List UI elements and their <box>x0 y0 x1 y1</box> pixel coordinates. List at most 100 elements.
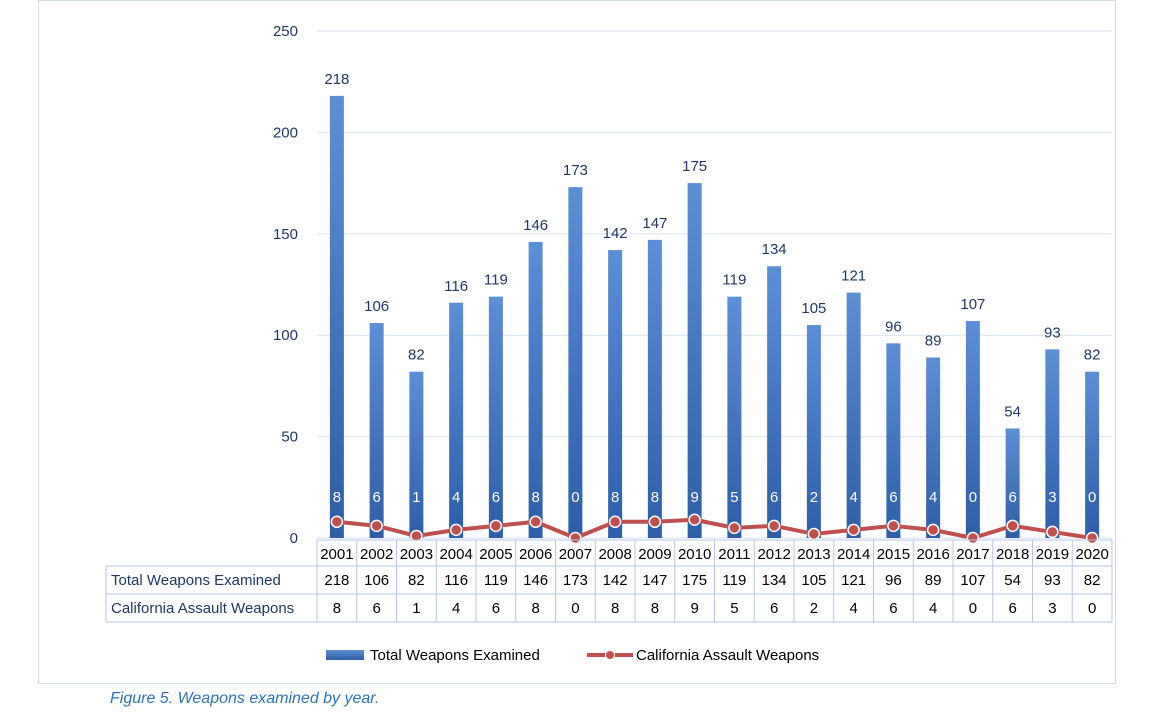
bar-2019 <box>1045 349 1060 538</box>
line-point-2012 <box>767 519 781 533</box>
bar-2001 <box>329 95 344 539</box>
x-tick-label: 2002 <box>360 546 393 563</box>
table-cell: 0 <box>969 600 977 617</box>
x-tick-label: 2009 <box>638 546 671 563</box>
figure-caption: Figure 5. Weapons examined by year. <box>110 690 380 707</box>
bar-value-label: 96 <box>885 318 902 335</box>
table-cell: 6 <box>372 600 380 617</box>
bar-value-label: 121 <box>841 268 866 285</box>
chart-frame <box>38 0 1116 684</box>
x-tick-label: 2014 <box>837 546 870 563</box>
line-value-label: 2 <box>810 489 818 506</box>
line-value-label: 6 <box>1008 489 1016 506</box>
line-value-label: 8 <box>611 489 619 506</box>
table-cell: 2 <box>810 600 818 617</box>
table-cell: 8 <box>333 600 341 617</box>
x-tick-label: 2003 <box>400 546 433 563</box>
table-cell: 119 <box>484 572 508 589</box>
table-cell: 4 <box>929 600 937 617</box>
table-cell: 105 <box>801 572 826 589</box>
line-point-2017 <box>966 531 980 545</box>
line-point-2004 <box>449 523 463 537</box>
line-value-label: 1 <box>412 489 420 506</box>
bar-2016 <box>926 357 941 538</box>
bar-2013 <box>806 325 821 538</box>
bar-value-label: 89 <box>925 333 942 350</box>
bar-2005 <box>488 296 503 538</box>
line-point-2018 <box>1006 519 1019 533</box>
y-tick-label: 200 <box>273 124 298 141</box>
table-cell: 93 <box>1044 572 1061 589</box>
line-value-label: 6 <box>492 489 500 506</box>
x-tick-label: 2012 <box>757 546 790 563</box>
x-tick-label: 2019 <box>1036 546 1069 563</box>
legend-label: California Assault Weapons <box>636 647 819 664</box>
legend-label: Total Weapons Examined <box>370 647 540 664</box>
x-tick-label: 2017 <box>956 546 989 563</box>
line-value-label: 4 <box>929 489 937 506</box>
bar-2002 <box>369 323 384 538</box>
bar-value-label: 218 <box>324 71 349 88</box>
line-value-label: 6 <box>889 489 897 506</box>
table-cell: 89 <box>925 572 942 589</box>
y-tick-label: 150 <box>273 226 298 243</box>
line-value-label: 0 <box>571 489 579 506</box>
line-value-label: 3 <box>1048 489 1056 506</box>
table-cell: 1 <box>412 600 420 617</box>
x-tick-label: 2004 <box>439 546 472 563</box>
bar-value-label: 146 <box>523 217 548 234</box>
line-value-label: 9 <box>690 489 698 506</box>
bar-2010 <box>687 183 702 538</box>
table-cell: 8 <box>611 600 619 617</box>
line-value-label: 4 <box>849 489 857 506</box>
line-point-2015 <box>887 519 900 533</box>
y-tick-label: 100 <box>273 327 298 344</box>
line-value-label: 8 <box>333 489 341 506</box>
line-point-2016 <box>926 523 940 537</box>
line-point-2009 <box>648 515 662 529</box>
table-cell: 147 <box>642 572 667 589</box>
table-cell: 0 <box>1088 600 1096 617</box>
line-point-2007 <box>569 531 582 545</box>
line-value-label: 8 <box>651 489 659 506</box>
line-value-label: 5 <box>730 489 738 506</box>
table-cell: 6 <box>889 600 897 617</box>
line-point-2001 <box>330 515 344 529</box>
table-cell: 0 <box>571 600 579 617</box>
table-cell: 134 <box>762 572 787 589</box>
line-value-label: 0 <box>1088 489 1096 506</box>
table-row-header: California Assault Weapons <box>111 600 294 617</box>
table-cell: 175 <box>682 572 707 589</box>
y-tick-label: 0 <box>290 530 298 547</box>
bar-value-label: 54 <box>1004 403 1021 420</box>
bar-value-label: 175 <box>682 158 707 175</box>
table-cell: 96 <box>885 572 902 589</box>
table-cell: 218 <box>324 572 349 589</box>
table-cell: 4 <box>452 600 460 617</box>
line-point-2002 <box>370 519 383 533</box>
line-value-label: 4 <box>452 489 460 506</box>
bar-value-label: 82 <box>1084 347 1101 364</box>
table-cell: 9 <box>690 600 698 617</box>
table-cell: 4 <box>849 600 857 617</box>
table-cell: 107 <box>960 572 985 589</box>
table-cell: 116 <box>444 572 468 589</box>
bar-2006 <box>528 241 543 539</box>
table-cell: 3 <box>1048 600 1056 617</box>
bar-2011 <box>727 296 742 538</box>
line-value-label: 6 <box>770 489 778 506</box>
x-tick-label: 2005 <box>479 546 512 563</box>
line-point-2003 <box>410 529 423 543</box>
x-tick-label: 2010 <box>678 546 711 563</box>
line-value-label: 0 <box>969 489 977 506</box>
line-point-2006 <box>529 515 542 529</box>
bar-2014 <box>846 292 861 538</box>
bar-value-label: 147 <box>642 215 667 232</box>
x-tick-label: 2015 <box>877 546 910 563</box>
legend-marker <box>605 650 615 660</box>
line-point-2005 <box>489 519 503 533</box>
bar-value-label: 173 <box>563 162 588 179</box>
bar-2003 <box>409 371 424 538</box>
bar-value-label: 93 <box>1044 324 1061 341</box>
bar-value-label: 105 <box>801 300 826 317</box>
